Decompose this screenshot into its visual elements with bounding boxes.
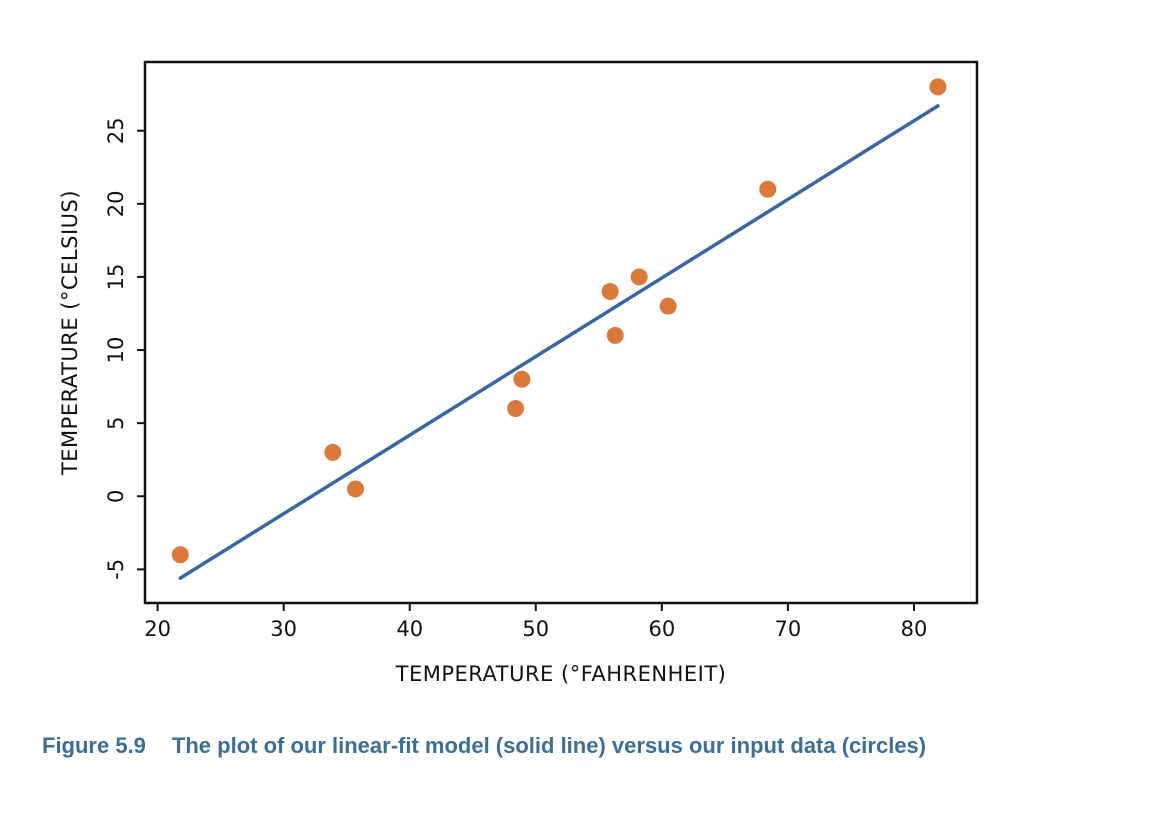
y-tick-label: -5 [104, 559, 128, 580]
x-tick-label: 80 [901, 617, 928, 641]
y-tick-label: 10 [104, 337, 128, 364]
y-tick-label: 5 [104, 416, 128, 429]
chart: -5 0 5 10 15 20 25 20 30 40 50 60 70 80 TEMPERATURE … [58, 60, 979, 686]
data-point [507, 400, 525, 418]
x-tick-label: 20 [144, 617, 171, 641]
x-tick-label: 60 [648, 617, 675, 641]
data-point [513, 370, 531, 388]
y-tick-label: 0 [104, 490, 128, 503]
x-tick-label: 30 [270, 617, 297, 641]
figure-number: Figure 5.9 [42, 733, 146, 758]
figure-caption: Figure 5.9 The plot of our linear-fit mod… [42, 733, 926, 759]
fit-line [178, 104, 940, 580]
x-axis-label: TEMPERATURE (°FAHRENHEIT) [395, 662, 727, 686]
data-point [601, 283, 619, 301]
data-point [659, 297, 677, 315]
y-tick-label: 15 [104, 264, 128, 291]
figure-caption-text: The plot of our linear-fit model (solid … [171, 733, 927, 758]
x-tick-label: 40 [396, 617, 423, 641]
plot-frame [143, 60, 979, 605]
y-axis: -5 0 5 10 15 20 25 [104, 117, 145, 580]
data-point [759, 180, 777, 198]
x-tick-label: 50 [522, 617, 549, 641]
data-point [929, 78, 947, 96]
y-tick-label: 20 [104, 190, 128, 217]
data-series [171, 78, 947, 580]
data-point [347, 480, 365, 498]
y-tick-label: 25 [104, 117, 128, 144]
data-point [171, 546, 189, 564]
y-axis-label: TEMPERATURE (°CELSIUS) [58, 190, 82, 476]
data-point [606, 326, 624, 344]
x-tick-label: 70 [775, 617, 802, 641]
x-axis: 20 30 40 50 60 70 80 [144, 603, 927, 641]
data-point [630, 268, 648, 286]
data-point [324, 443, 342, 461]
